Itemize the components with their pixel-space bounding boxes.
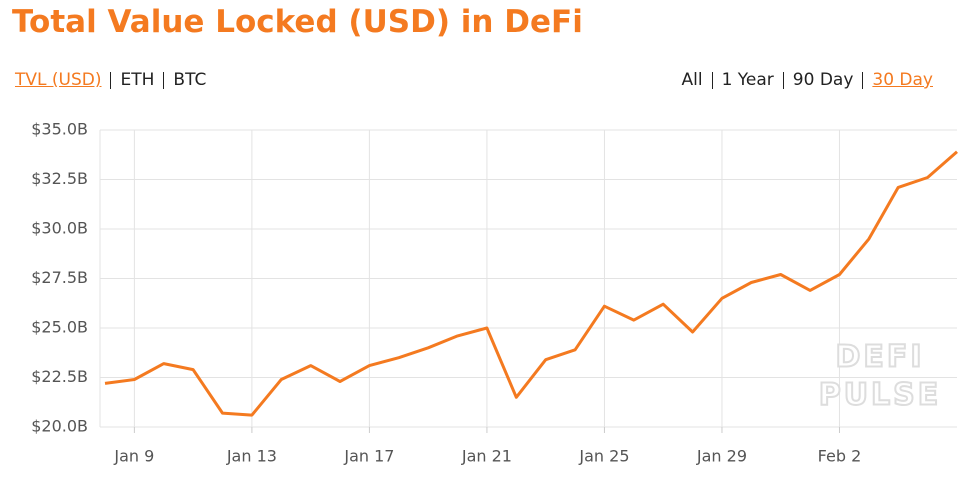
y-tick-label: $20.0B — [31, 417, 88, 436]
range-tab[interactable]: 1 Year — [721, 70, 774, 90]
separator — [163, 71, 165, 89]
watermark: DEFI — [835, 340, 924, 375]
metric-tabs: TVL (USD) ETH BTC — [6, 70, 215, 90]
y-tick-label: $27.5B — [31, 268, 88, 287]
y-tick-label: $32.5B — [31, 169, 88, 188]
x-tick-label: Jan 25 — [578, 447, 629, 466]
separator — [862, 71, 864, 89]
y-tick-label: $35.0B — [31, 120, 88, 139]
data-line — [104, 150, 958, 417]
watermark: PULSE — [819, 378, 942, 413]
separator — [782, 71, 784, 89]
chart-title: Total Value Locked (USD) in DeFi — [12, 4, 583, 40]
x-tick-label: Jan 9 — [113, 447, 154, 466]
x-tick-label: Jan 29 — [696, 447, 747, 466]
y-tick-label: $22.5B — [31, 367, 88, 386]
separator — [711, 71, 713, 89]
metric-tab[interactable]: TVL (USD) — [15, 70, 102, 90]
range-tabs: All 1 Year 90 Day 30 Day — [672, 70, 942, 90]
range-tab[interactable]: 30 Day — [872, 70, 933, 90]
x-tick-label: Jan 21 — [461, 447, 512, 466]
metric-tab[interactable]: ETH — [120, 70, 155, 90]
range-tab[interactable]: 90 Day — [792, 70, 854, 90]
x-tick-label: Feb 2 — [818, 447, 862, 466]
range-tab[interactable]: All — [681, 70, 703, 90]
metric-tab[interactable]: BTC — [173, 70, 207, 90]
y-tick-label: $25.0B — [31, 318, 88, 337]
x-tick-label: Jan 13 — [226, 447, 277, 466]
x-tick-label: Jan 17 — [343, 447, 394, 466]
separator — [110, 71, 112, 89]
y-tick-label: $30.0B — [31, 219, 88, 238]
